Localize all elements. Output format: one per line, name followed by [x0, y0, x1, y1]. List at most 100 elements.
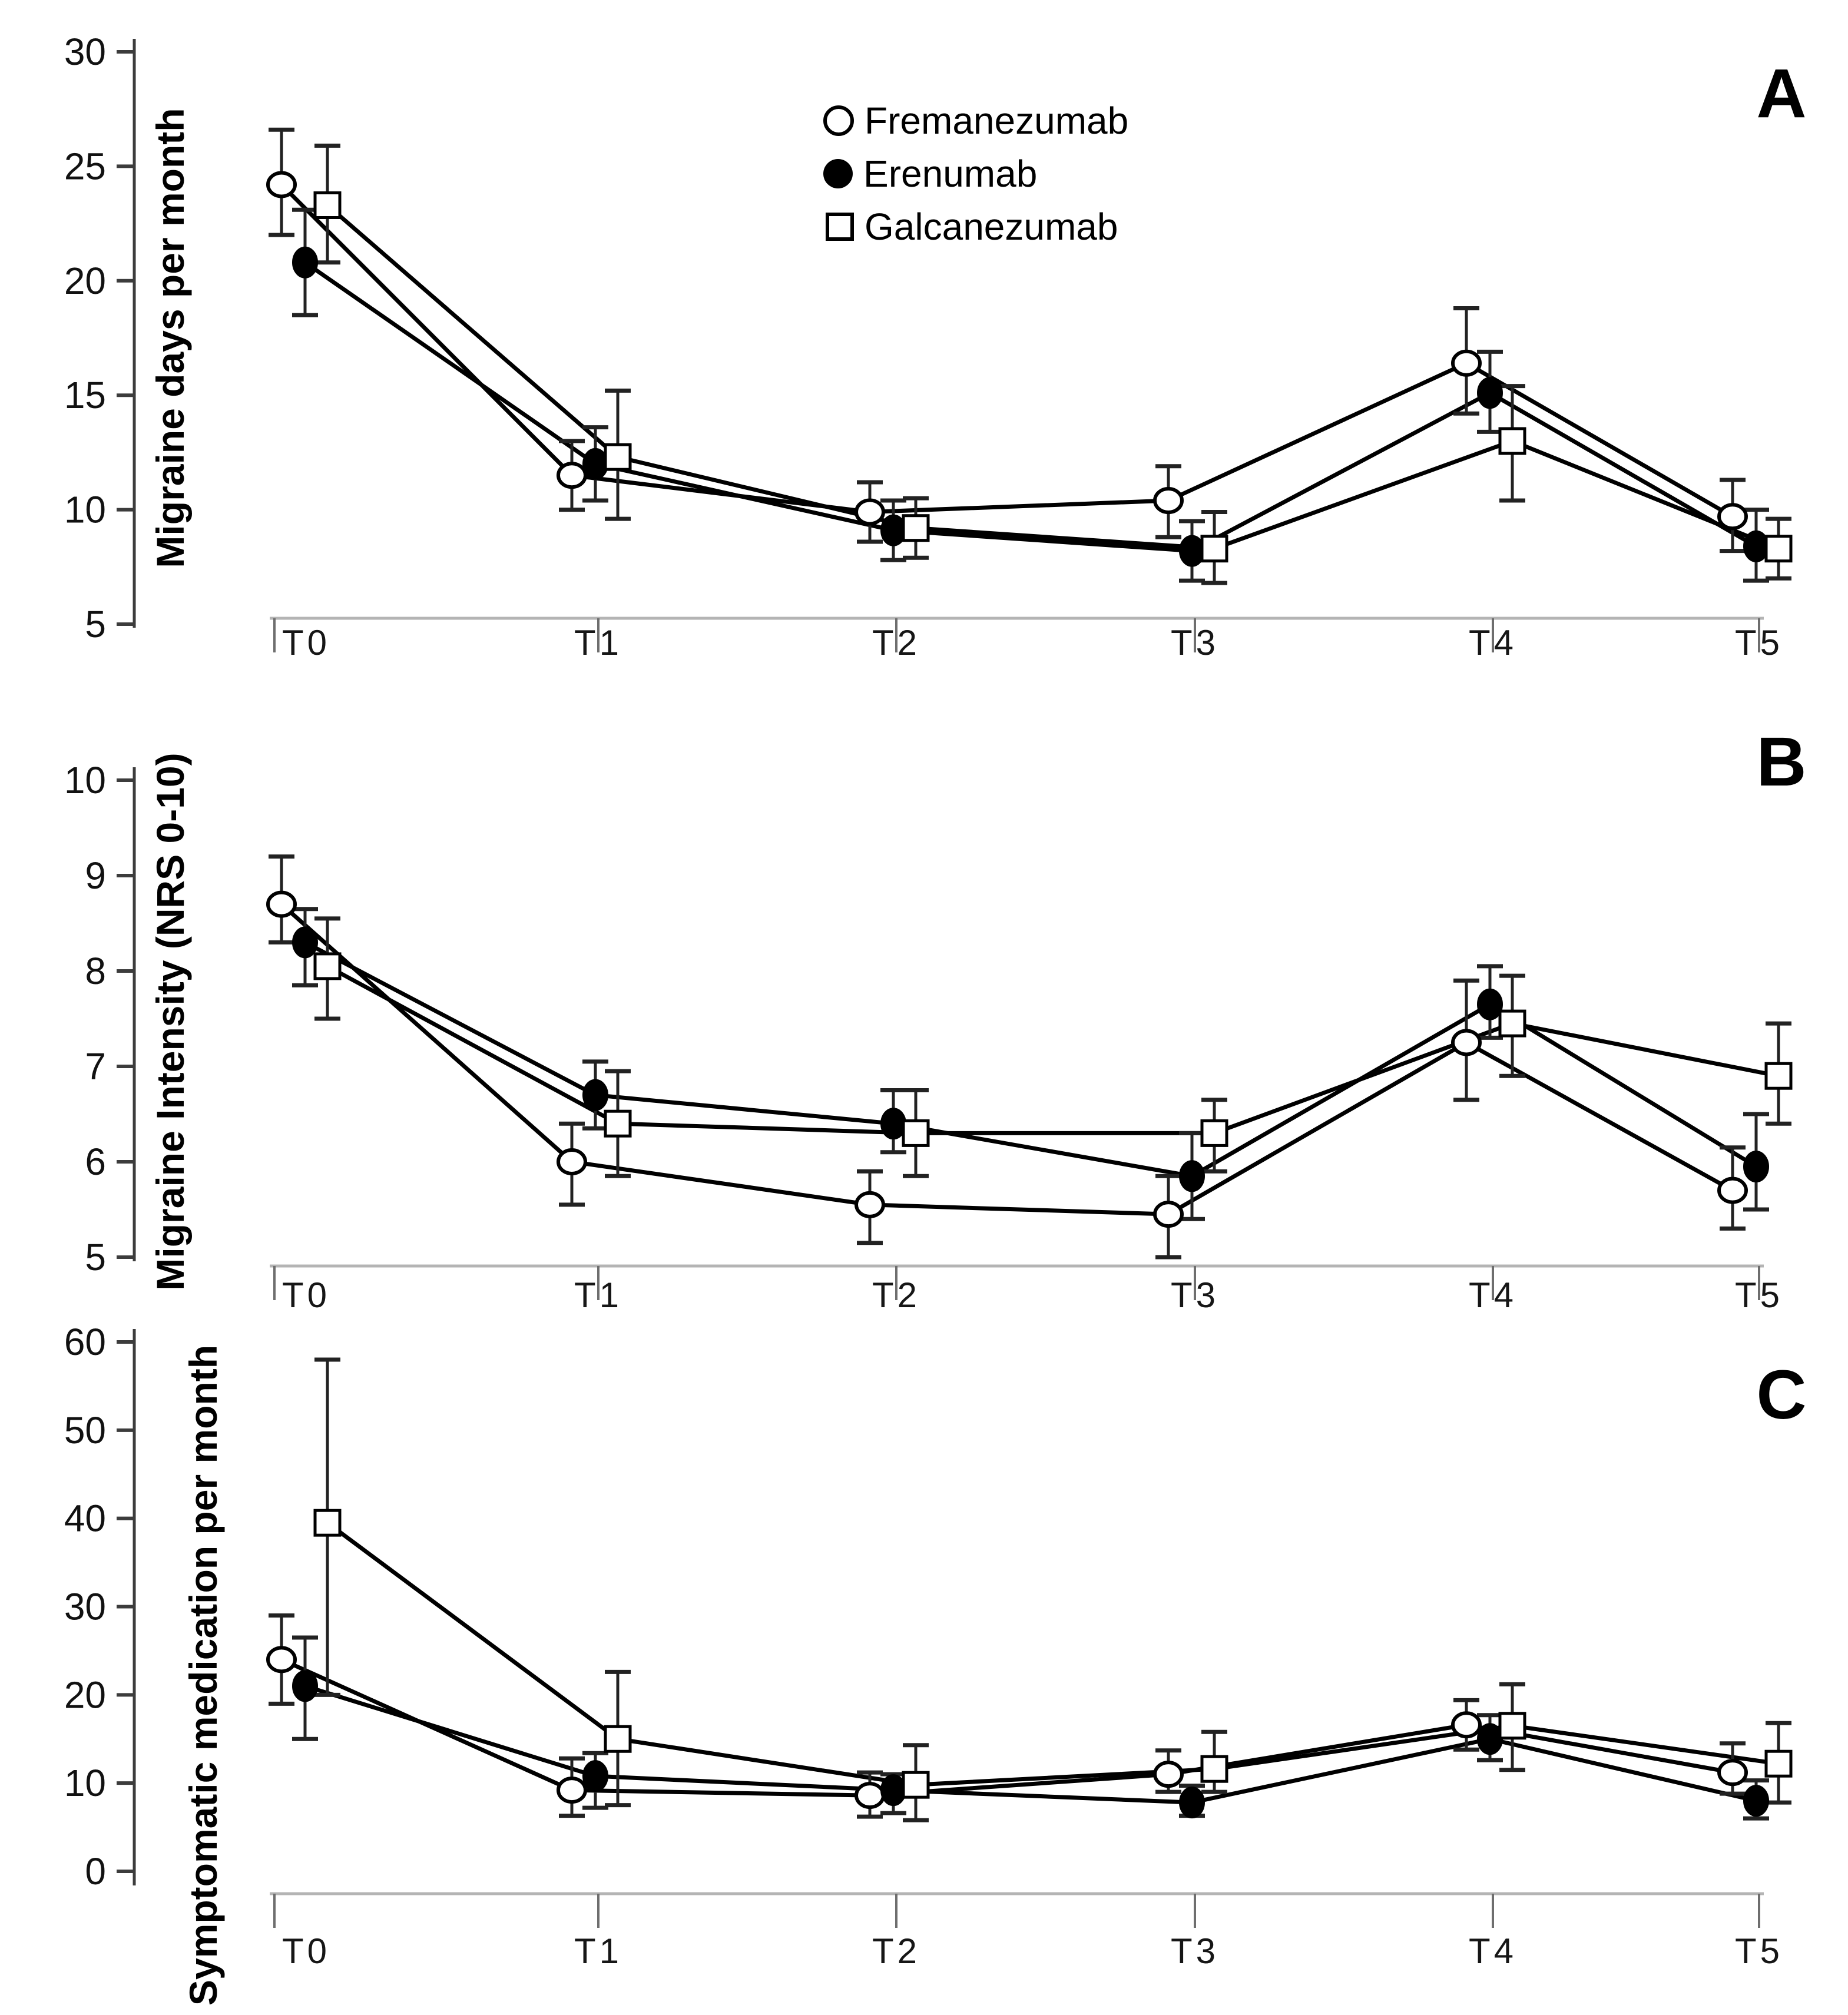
x-tick-label: T3 [1171, 1931, 1219, 1971]
data-point-galcanezumab [1200, 535, 1228, 563]
data-point-galcanezumab [1200, 1119, 1228, 1147]
data-point-fremanezumab [557, 1777, 587, 1804]
x-tick-label: T3 [1171, 1275, 1219, 1315]
series-line-fremanezumab [280, 183, 1734, 519]
y-tick-label: 30 [64, 31, 106, 73]
y-tick-label: 50 [64, 1409, 106, 1451]
x-tick-label: T0 [282, 1275, 330, 1315]
data-point-fremanezumab [855, 1191, 885, 1218]
data-point-fremanezumab [1451, 1711, 1482, 1739]
y-tick-label: 10 [64, 759, 106, 801]
y-tick-label: 9 [85, 854, 106, 897]
y-tick-label: 10 [64, 1762, 106, 1804]
data-point-galcanezumab [1498, 427, 1526, 455]
data-point-galcanezumab [1764, 1062, 1793, 1090]
panel-C: 60 50 40 30 20 10 0 Symptomatic medication per … [64, 1321, 1807, 2006]
open-square-icon [826, 213, 854, 241]
x-tick-label: T5 [1735, 623, 1783, 662]
x-tick-label: T2 [872, 1275, 920, 1315]
data-point-erenumab [1179, 1160, 1205, 1192]
open-circle-icon [823, 105, 854, 136]
data-point-fremanezumab [557, 1148, 587, 1175]
y-tick-label: 20 [64, 260, 106, 302]
panel-letter-C: C [1756, 1356, 1806, 1434]
series-line-galcanezumab [326, 203, 1780, 551]
data-point-fremanezumab [1451, 1029, 1482, 1056]
y-tick-label: 7 [85, 1045, 106, 1088]
data-point-galcanezumab [313, 952, 342, 980]
data-point-erenumab [582, 1760, 608, 1792]
data-point-fremanezumab [266, 890, 297, 918]
data-point-erenumab [1477, 988, 1503, 1020]
x-tick-label: T4 [1469, 1931, 1517, 1971]
data-point-galcanezumab [604, 1725, 632, 1753]
y-tick-label: 5 [85, 1236, 106, 1278]
legend-item-erenumab: Erenumab [823, 147, 1128, 200]
x-tick-label: T5 [1735, 1275, 1783, 1315]
data-point-fremanezumab [1717, 503, 1748, 531]
data-point-galcanezumab [1200, 1755, 1228, 1783]
data-point-fremanezumab [1153, 1761, 1184, 1788]
y-tick-label: 30 [64, 1586, 106, 1628]
data-point-fremanezumab [1451, 349, 1482, 377]
legend-label: Galcanezumab [865, 206, 1118, 248]
data-point-galcanezumab [1764, 1749, 1793, 1778]
y-tick-label: 10 [64, 489, 106, 531]
x-tick-label: T5 [1735, 1931, 1783, 1971]
data-point-fremanezumab [266, 1646, 297, 1673]
series-line-fremanezumab [280, 902, 1734, 1217]
data-point-erenumab [292, 1670, 318, 1702]
x-tick-label: T2 [872, 1931, 920, 1971]
data-point-galcanezumab [902, 1771, 930, 1799]
data-point-galcanezumab [902, 514, 930, 542]
series-line-galcanezumab [326, 1521, 1779, 1787]
x-tick-label: T4 [1469, 1275, 1517, 1315]
x-tick-label: T1 [574, 1275, 622, 1315]
series-line-erenumab [304, 1684, 1757, 1805]
x-tick-label: T0 [282, 1931, 330, 1971]
y-axis-title: Migraine days per month [148, 108, 192, 568]
x-tick-label: T2 [872, 623, 920, 662]
y-tick-label: 40 [64, 1497, 106, 1540]
series-line-erenumab [304, 260, 1757, 554]
data-point-galcanezumab [1764, 535, 1793, 563]
x-tick-label: T3 [1171, 623, 1219, 662]
y-tick-label: 6 [85, 1141, 106, 1183]
data-point-galcanezumab [1498, 1009, 1526, 1038]
data-point-erenumab [1743, 1785, 1769, 1817]
data-point-erenumab [1179, 1787, 1205, 1819]
y-tick-label: 60 [64, 1321, 106, 1363]
filled-circle-icon [823, 159, 853, 188]
data-point-erenumab [1743, 1151, 1769, 1183]
data-point-galcanezumab [604, 1109, 632, 1138]
data-point-galcanezumab [604, 443, 632, 471]
panel-letter-B: B [1756, 723, 1806, 801]
data-point-fremanezumab [1717, 1759, 1748, 1787]
series-line-erenumab [304, 940, 1757, 1178]
legend: Fremanezumab Erenumab Galcanezumab [823, 94, 1128, 253]
legend-label: Fremanezumab [865, 100, 1129, 142]
y-tick-label: 20 [64, 1673, 106, 1716]
y-tick-label: 5 [85, 603, 106, 645]
data-point-fremanezumab [1153, 487, 1184, 515]
data-point-erenumab [1477, 377, 1503, 409]
data-point-fremanezumab [557, 462, 587, 489]
data-point-fremanezumab [855, 1782, 885, 1809]
y-tick-label: 0 [85, 1850, 106, 1893]
data-point-fremanezumab [1153, 1201, 1184, 1228]
y-tick-label: 25 [64, 145, 106, 187]
legend-label: Erenumab [863, 153, 1038, 195]
x-tick-label: T0 [282, 623, 330, 662]
legend-item-fremanezumab: Fremanezumab [823, 94, 1128, 147]
x-tick-label: T4 [1469, 623, 1517, 662]
data-point-fremanezumab [855, 498, 885, 526]
data-point-erenumab [582, 1079, 608, 1111]
panel-letter-A: A [1756, 55, 1806, 132]
y-tick-label: 15 [64, 374, 106, 416]
x-tick-label: T1 [574, 1931, 622, 1971]
data-point-erenumab [292, 926, 318, 959]
data-point-galcanezumab [902, 1119, 930, 1147]
data-point-galcanezumab [313, 1509, 342, 1537]
